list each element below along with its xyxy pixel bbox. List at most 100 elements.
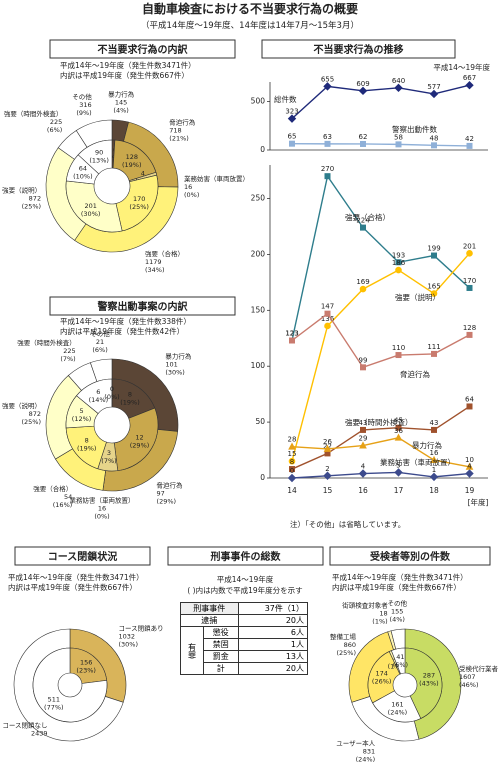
segment-label: (1%) <box>105 154 120 162</box>
data-label: 667 <box>463 74 476 82</box>
data-label: 63 <box>323 133 332 141</box>
point <box>465 462 474 470</box>
segment-name: 暴力行為 <box>165 352 192 361</box>
segment-label: (0%) <box>104 393 119 401</box>
segment-name: 強要（時間外検査） <box>4 109 63 118</box>
segment-label: (6%) <box>47 126 62 134</box>
segment-label: 97 <box>157 490 165 498</box>
point <box>465 469 474 478</box>
segment-label: (14%) <box>89 396 109 404</box>
data-label: 29 <box>359 435 368 443</box>
cell: 1人 <box>237 638 309 651</box>
x-tick-label: 18 <box>429 486 439 495</box>
x-tick-label: 19 <box>465 486 475 495</box>
segment-label: 0 <box>110 385 114 393</box>
segment-label: (24%) <box>388 708 408 716</box>
table-title: 刑事事件の総数 <box>211 550 282 563</box>
point <box>430 455 438 464</box>
data-label: 15 <box>288 450 297 458</box>
point <box>289 140 295 147</box>
x-tick-label: 16 <box>358 486 368 495</box>
point <box>323 82 332 91</box>
point <box>323 471 332 480</box>
cell: 6人 <box>237 626 309 639</box>
segment-name: 整備工場 <box>330 632 357 641</box>
segment-label: (25%) <box>22 203 42 211</box>
data-label: 111 <box>427 343 440 351</box>
data-label: 123 <box>285 330 298 338</box>
segment-name: コース閉鎖なし <box>2 720 47 729</box>
segment-name: その他 <box>72 92 92 101</box>
segment-name: その他 <box>387 598 407 607</box>
chart-title: 不当要求行為の内訳 <box>98 43 189 56</box>
data-label: 36 <box>394 427 403 435</box>
segment-label: 872 <box>29 410 41 418</box>
point <box>431 252 437 259</box>
segment-label: 1607 <box>459 673 476 681</box>
segment-label: 54 <box>64 493 72 501</box>
segment-label: (25%) <box>21 418 41 426</box>
cell: 13人 <box>237 650 309 663</box>
data-label: 1 <box>432 466 436 474</box>
data-label: 224 <box>356 217 370 225</box>
segment-label: (19%) <box>120 399 140 407</box>
legend-label: 平成14～19年度 <box>433 62 490 72</box>
segment-label: 718 <box>169 126 181 134</box>
y-tick-label: 500 <box>251 96 266 105</box>
chart-title: 警察出動事案の内訳 <box>97 300 189 313</box>
title-box <box>329 546 491 566</box>
point <box>394 433 403 441</box>
donut-segment <box>367 651 401 704</box>
series-line <box>291 471 470 479</box>
x-tick-label: 15 <box>323 486 333 495</box>
chart-note: 内訳は平成19年度（発生件数42件） <box>60 326 184 336</box>
data-label: 62 <box>359 133 368 141</box>
y-tick-label: 150 <box>251 305 266 314</box>
segment-label: 860 <box>344 641 356 649</box>
data-label: 48 <box>430 134 439 142</box>
data-label: 270 <box>321 165 334 173</box>
segment-label: 41 <box>396 653 404 661</box>
data-label: 655 <box>321 75 334 83</box>
title-box <box>167 546 324 566</box>
segment-label: (7%) <box>101 457 116 465</box>
segment-name: 強要（説明） <box>2 401 41 410</box>
segment-label: 6 <box>96 388 100 396</box>
segment-label: (26%) <box>372 677 392 685</box>
point <box>360 224 366 231</box>
cell: 有罪 <box>180 626 204 675</box>
series-label: 強要（説明） <box>395 292 440 302</box>
segment-label: (12%) <box>72 415 92 423</box>
segment-name: 街頭検査対象者 <box>342 600 388 609</box>
segment-label: 2439 <box>31 729 48 737</box>
point <box>323 444 332 452</box>
point <box>287 473 297 483</box>
data-label: 169 <box>356 278 369 286</box>
data-label: 99 <box>359 356 368 364</box>
data-label: 147 <box>321 303 334 311</box>
point <box>431 142 437 149</box>
segment-label: 511 <box>48 695 60 703</box>
chart-note: 内訳は平成19年度（発生件数667件） <box>60 70 189 80</box>
x-tick-label: 17 <box>394 486 404 495</box>
segment-label: 1179 <box>145 258 162 266</box>
segment-label: (30%) <box>81 210 101 218</box>
chart-note: 内訳は平成19年度（発生件数667件） <box>8 582 137 592</box>
data-label: 193 <box>392 251 405 259</box>
segment-label: (0%) <box>94 512 109 520</box>
point <box>289 337 295 344</box>
point <box>360 426 366 433</box>
segment-name: ユーザー本人 <box>336 738 375 747</box>
point <box>394 468 403 477</box>
donut-segment <box>390 647 406 675</box>
segment-label: 3 <box>107 449 111 457</box>
series-label: 総件数 <box>274 94 297 104</box>
cell: 刑事事件 <box>180 602 239 615</box>
segment-name: 強要（説明） <box>2 186 41 195</box>
point <box>324 322 331 330</box>
data-label: 28 <box>288 436 297 444</box>
segment-label: 155 <box>391 607 403 615</box>
data-label: 42 <box>465 135 474 143</box>
segment-label: 201 <box>84 202 96 210</box>
segment-name: 強要（合格） <box>33 484 72 493</box>
